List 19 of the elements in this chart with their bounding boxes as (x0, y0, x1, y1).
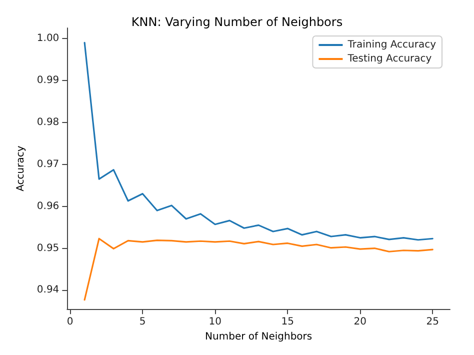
y-tick-label: 0.99 (36, 74, 60, 86)
x-tick-label: 0 (66, 316, 74, 328)
y-tick-label: 0.98 (36, 116, 60, 128)
y-tick-label: 1.00 (36, 32, 60, 44)
line-series (84, 238, 434, 301)
x-tick-label: 20 (354, 316, 366, 328)
y-tick-label: 0.94 (36, 284, 60, 296)
legend-label: Training Accuracy (346, 40, 436, 50)
x-axis-title: Number of Neighbors (205, 332, 312, 342)
y-tick-label: 0.97 (36, 158, 60, 170)
y-tick-label: 0.96 (36, 200, 60, 212)
y-axis-title: Accuracy (16, 146, 26, 192)
x-tick-label: 25 (426, 316, 439, 328)
legend-label: Testing Accuracy (346, 54, 432, 64)
x-tick-label: 10 (208, 316, 222, 328)
y-tick-label: 0.95 (36, 242, 60, 254)
x-tick-label: 5 (139, 316, 146, 328)
chart-title: KNN: Varying Number of Neighbors (131, 15, 343, 29)
x-tick-label: 15 (281, 316, 294, 328)
